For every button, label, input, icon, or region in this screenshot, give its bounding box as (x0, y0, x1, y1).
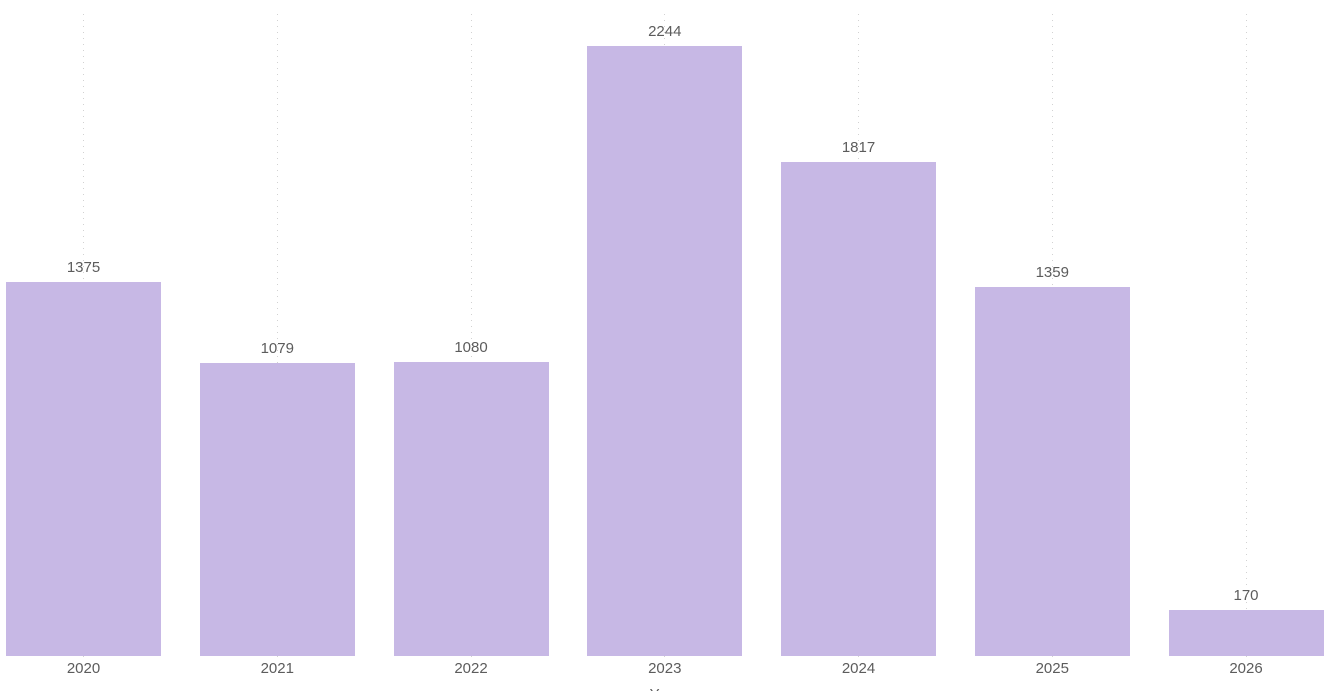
data-label-2026: 170 (1233, 587, 1259, 604)
x-axis-label-2020: 2020 (66, 660, 101, 677)
x-axis-label-2024: 2024 (841, 660, 876, 677)
x-axis-label-2025: 2025 (1035, 660, 1069, 677)
vertical-gridline (470, 14, 472, 659)
bar-2021[interactable] (199, 363, 355, 656)
bar-2020[interactable] (6, 282, 161, 656)
x-axis-label-2022: 2022 (454, 660, 488, 677)
data-label-2021: 1079 (260, 340, 294, 357)
data-label-2025: 1359 (1035, 264, 1069, 281)
bar-2024[interactable] (781, 162, 936, 656)
bar-2026[interactable] (1168, 610, 1324, 656)
x-axis-title: Year (605, 687, 725, 691)
data-label-2022: 1080 (454, 339, 488, 356)
bar-2023[interactable] (587, 46, 743, 656)
bar-2022[interactable] (393, 362, 549, 656)
vertical-gridline (1245, 14, 1247, 659)
data-label-2020: 1375 (66, 259, 101, 276)
data-label-2024: 1817 (841, 139, 876, 156)
x-axis-label-2026: 2026 (1229, 660, 1263, 677)
data-label-2023: 2244 (648, 23, 682, 40)
vertical-gridline (276, 14, 278, 659)
x-axis-label-2023: 2023 (648, 660, 682, 677)
x-axis-label-2021: 2021 (260, 660, 294, 677)
bar-2025[interactable] (974, 287, 1130, 656)
